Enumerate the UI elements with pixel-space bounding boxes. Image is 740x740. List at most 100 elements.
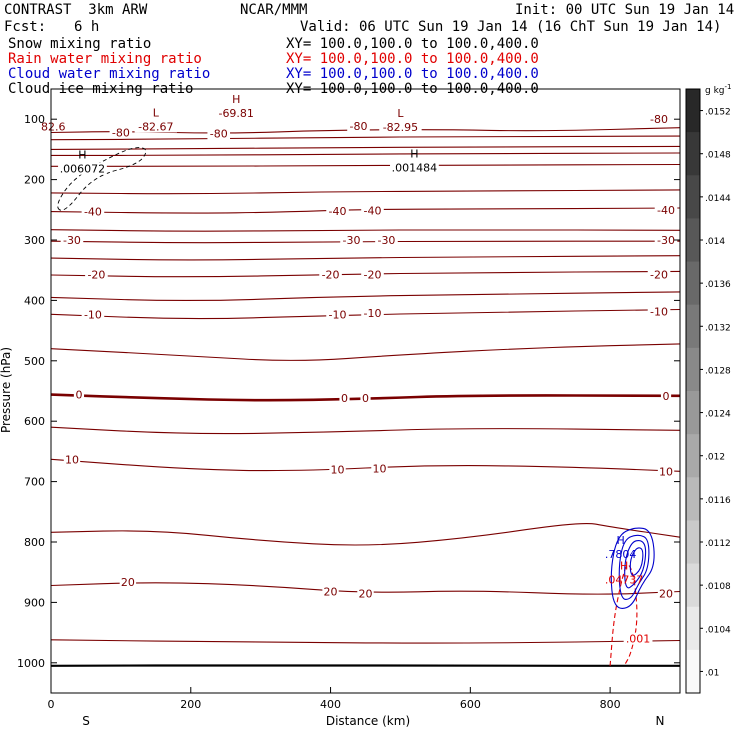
y-tick-label-8: 900 (24, 596, 45, 609)
isotherm-label-18-0: 20 (121, 576, 135, 589)
isotherm-label-12-3-bg (647, 305, 671, 318)
x-axis-label: Distance (km) (326, 714, 410, 728)
x-tick-label-3: 600 (460, 698, 481, 711)
valid-time: Valid: 06 UTC Sun 19 Jan 14 (16 ChT Sun … (300, 19, 722, 35)
colorbar-label-5: .0132 (705, 323, 731, 333)
colorbar-segment-2 (686, 175, 700, 219)
isotherm-label-18-3: 20 (659, 587, 673, 600)
isotherm-label-10-3-bg (647, 268, 671, 281)
isotherm-0 (51, 127, 680, 134)
isotherm-label-10-0: -20 (87, 268, 105, 281)
isotherm-label-10-1-bg (319, 268, 342, 281)
isotherm-label-18-3-bg (657, 587, 675, 600)
isotherm-1 (51, 135, 680, 141)
extremum-value-2: -82.67 (138, 120, 173, 133)
isotherm-2 (51, 145, 680, 150)
isotherm-label-14-2-bg (360, 392, 371, 405)
isotherm-label-18-1: 20 (324, 586, 338, 599)
isotherm-label-0-2-bg (347, 119, 370, 132)
field-snow-name: Snow mixing ratio (8, 36, 152, 52)
cloud-water-contour-0 (610, 527, 655, 609)
colorbar-label-11: .0108 (705, 582, 731, 592)
colorbar-segment-4 (686, 261, 700, 306)
y-tick-label-0: 100 (24, 113, 45, 126)
isotherm-label-6-1-bg (326, 205, 349, 218)
isotherm-label-10-0-bg (85, 268, 108, 281)
colorbar-label-4: .0136 (705, 280, 731, 290)
extremum-type-1: H (410, 148, 418, 161)
colorbar-label-6: .0128 (705, 366, 731, 376)
colorbar-segment-11 (686, 563, 700, 608)
isotherm-label-6-3-bg (654, 203, 678, 216)
colorbar-segment-1 (686, 132, 700, 176)
init-time: Init: 00 UTC Sun 19 Jan 14 (515, 2, 735, 18)
isotherm-7 (51, 229, 680, 232)
colorbar-label-1: .0148 (705, 151, 731, 161)
extremum-value-6: .04737 (605, 573, 644, 586)
extremum-value-4: -69.81 (218, 107, 253, 120)
isotherm-label-12-2: -10 (364, 307, 382, 320)
isotherm-15 (51, 426, 680, 435)
y-tick-label-4: 500 (24, 355, 45, 368)
field-snow-xy: XY= 100.0,100.0 to 100.0,400.0 (286, 36, 539, 52)
contour-labels: -80 -80 -80 -80 -40 -40 -40 -40 -30 -30 -30 -30 -20 -… (41, 93, 678, 646)
extremum-bg-2 (134, 120, 178, 133)
field-cloud-water-name: Cloud water mixing ratio (8, 66, 211, 82)
isotherm-label-0-2: -80 (350, 120, 368, 133)
isotherm-label-12-1-bg (326, 308, 349, 321)
isotherm-label-8-1-bg (340, 234, 363, 246)
colorbar-segment-8 (686, 434, 700, 478)
plot-frame (50, 88, 681, 694)
field-cloud-water-xy: XY= 100.0,100.0 to 100.0,400.0 (286, 66, 539, 82)
isotherm-label-12-0: -10 (84, 308, 102, 321)
colorbar-label-13: .01 (705, 668, 719, 678)
field-rain-xy: XY= 100.0,100.0 to 100.0,400.0 (286, 51, 539, 67)
isotherm-label-12-3: -10 (650, 305, 668, 318)
extremum-value-3: -82.95 (383, 121, 418, 134)
isotherm-label-8-1: -30 (343, 234, 361, 247)
extremum-type-5: H (616, 534, 624, 547)
isotherm-layer (51, 127, 680, 667)
isotherm-label-10-3: -20 (650, 268, 668, 281)
colorbar-label-9: .0116 (705, 496, 731, 506)
x-tick-label-0: 0 (48, 698, 55, 711)
partial-label-0: 82.6 (41, 120, 66, 133)
fcst-value: 6 h (74, 19, 100, 35)
isotherm-label-8-2-bg (375, 234, 398, 246)
extremum-value-0: .006072 (60, 163, 106, 176)
colorbar-segment-6 (686, 347, 700, 392)
isotherm-3 (51, 152, 680, 156)
snow-contour-0 (57, 147, 147, 211)
isotherm-label-8-0-bg (60, 234, 84, 246)
y-tick-label-2: 300 (24, 234, 45, 247)
isotherm-label-18-1-bg (322, 585, 339, 598)
isotherm-label-6-0-bg (81, 205, 105, 218)
y-tick-label-7: 800 (24, 536, 45, 549)
isotherm-4 (51, 163, 680, 167)
extremum-bg-1 (390, 161, 439, 174)
rain-label-0-0-bg (623, 632, 653, 645)
isotherm-label-0-3: -80 (650, 113, 668, 126)
isotherm-label-12-1: -10 (329, 308, 347, 321)
isotherm-label-16-1: 10 (331, 464, 345, 477)
colorbar-label-8: .012 (705, 453, 725, 463)
isotherm-6 (51, 207, 680, 214)
isotherm-label-14-0: 0 (75, 389, 82, 402)
isotherm-label-8-2: -30 (377, 234, 395, 247)
colorbar-label-0: .0152 (705, 108, 731, 118)
isotherm-label-14-1-bg (339, 392, 350, 405)
y-tick-label-6: 700 (24, 476, 45, 489)
model-title: CONTRAST 3km ARW (4, 2, 148, 18)
colorbar-segment-0 (686, 89, 700, 133)
isotherm-label-6-1: -40 (329, 205, 347, 218)
isotherm-label-18-2: 20 (359, 587, 373, 600)
colorbar-segment-10 (686, 520, 700, 565)
colorbar-segment-12 (686, 606, 700, 651)
colorbar-label-10: .0112 (705, 539, 731, 549)
org-label: NCAR/MMM (240, 2, 308, 18)
y-tick-label-3: 400 (24, 294, 45, 307)
extremum-type-0: H (78, 149, 86, 162)
x-tick-label-1: 200 (180, 698, 201, 711)
isotherm-label-6-2-bg (361, 204, 384, 217)
